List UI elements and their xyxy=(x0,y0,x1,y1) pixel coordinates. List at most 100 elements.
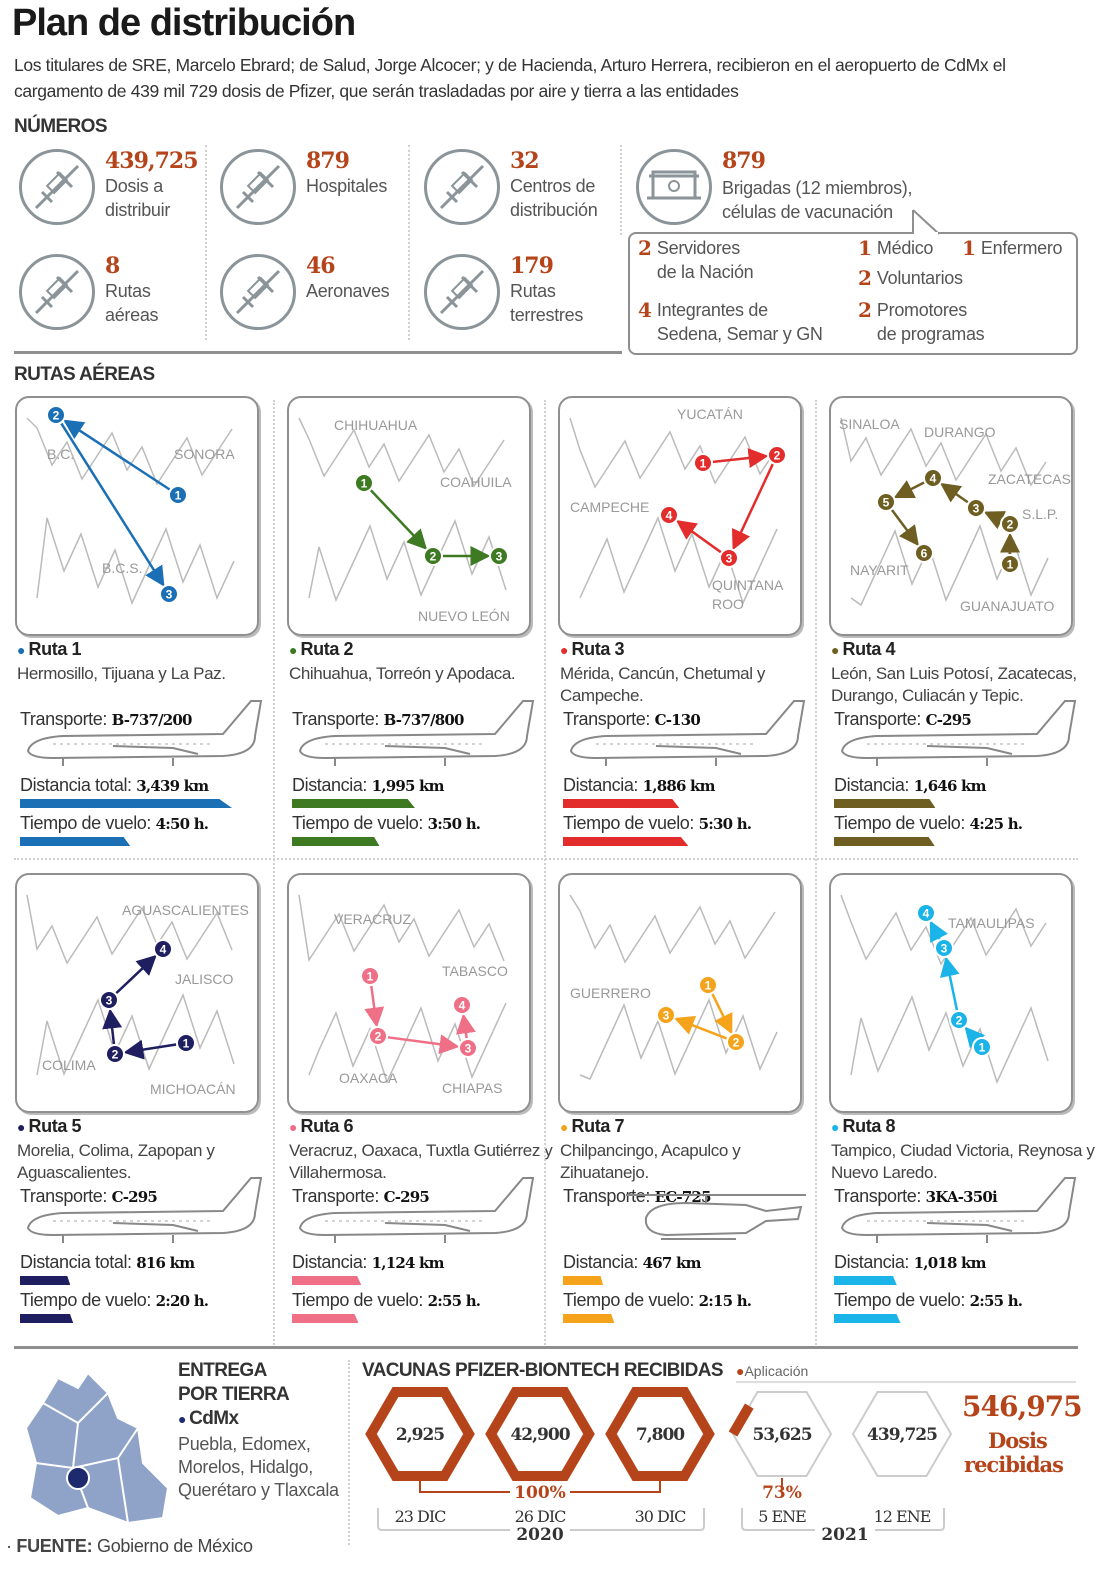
distance-bar xyxy=(292,799,415,808)
number-label: Centros de xyxy=(510,176,596,196)
route-arrow xyxy=(123,1039,177,1060)
stop-number: 2 xyxy=(774,449,781,463)
number-label: Rutas xyxy=(510,281,556,301)
delivery-hexagon: 2,925 23 DIC xyxy=(365,1387,475,1526)
stop-number: 5 xyxy=(883,496,890,510)
route-cities: Veracruz, Oaxaca, Tuxtla Gutiérrez y Vil… xyxy=(289,1141,553,1182)
group-bracket xyxy=(419,1478,661,1493)
route-cities: Morelia, Colima, Zapopan y Aguascaliente… xyxy=(17,1141,215,1182)
route-arrow xyxy=(456,1013,476,1039)
member-label: Integrantes de xyxy=(656,300,768,320)
delivery-date: 26 DIC xyxy=(515,1507,567,1526)
route-stop xyxy=(452,995,472,1015)
flight-time-bar xyxy=(292,837,380,846)
route-stop xyxy=(934,938,954,958)
stop-number: 1 xyxy=(700,457,707,471)
route-cities: Tampico, Ciudad Victoria, Reynosa y Nuev… xyxy=(831,1141,1095,1182)
transport-line: Transporte: B-737/200 xyxy=(20,709,192,729)
route-color-dot: ● xyxy=(289,642,301,658)
route-arrow xyxy=(369,489,428,550)
route-color-dot: ● xyxy=(560,642,572,658)
stop-number: 2 xyxy=(53,409,60,423)
route-stop xyxy=(656,1005,676,1025)
transport-line: Transporte: 3KA-350i xyxy=(834,1186,998,1206)
member-label: Sedena, Semar y GN xyxy=(656,324,823,344)
number-value: 439,725 xyxy=(105,148,199,174)
route-stop xyxy=(767,445,787,465)
route-stop xyxy=(719,548,739,568)
route-name: ● Ruta 8 xyxy=(831,1116,896,1136)
year-2020: 2020 xyxy=(516,1525,563,1545)
distance-bar xyxy=(834,799,936,808)
numbers-heading: NÚMEROS xyxy=(14,116,108,137)
distance-bar xyxy=(563,799,680,808)
flight-time-bar xyxy=(834,837,935,846)
applied-ring xyxy=(485,1387,595,1481)
route-arrow xyxy=(675,519,722,554)
route-stop xyxy=(923,468,943,488)
divider xyxy=(815,400,817,1345)
route-color-dot: ● xyxy=(831,642,843,658)
vaccines-heading: VACUNAS PFIZER-BIONTECH RECIBIDAS xyxy=(362,1360,724,1381)
distance-line: Distancia total: 3,439 km xyxy=(20,775,209,795)
route-stop xyxy=(99,990,119,1010)
vaccine-cooler-icon xyxy=(636,149,712,225)
route-stop xyxy=(176,1033,196,1053)
flight-time-bar xyxy=(834,1314,901,1323)
route-map: GUERRERO 1 2 3 xyxy=(558,873,802,1113)
stop-number: 3 xyxy=(496,550,503,564)
stop-number: 1 xyxy=(979,1041,986,1055)
divider xyxy=(205,145,207,340)
delivery-date: 30 DIC xyxy=(635,1507,687,1526)
region-label: MICHOACÁN xyxy=(150,1081,236,1097)
route-color-dot: ● xyxy=(17,1119,29,1135)
distance-line: Distancia: 1,018 km xyxy=(834,1252,987,1272)
stop-number: 1 xyxy=(705,979,712,993)
route-stop xyxy=(423,546,443,566)
region-label: YUCATÁN xyxy=(677,406,743,422)
flight-time-line: Tiempo de vuelo: 4:25 h. xyxy=(834,813,1023,833)
brigadas-label-2: células de vacunación xyxy=(722,202,893,222)
flight-time-line: Tiempo de vuelo: 4:50 h. xyxy=(20,813,209,833)
applied-pct-5ene: 73% xyxy=(762,1483,802,1503)
route-cities: León, San Luis Potosí, Zacatecas, Durang… xyxy=(831,664,1077,705)
route-arrow xyxy=(673,1015,728,1040)
route-arrow xyxy=(102,1008,123,1045)
route-name: ● Ruta 7 xyxy=(560,1116,625,1136)
distance-bar xyxy=(292,1276,362,1285)
number-value: 32 xyxy=(510,148,540,174)
flight-time-bar xyxy=(563,837,689,846)
member-count: 2 xyxy=(858,266,872,290)
route-arrow xyxy=(387,1034,460,1055)
number-label: aéreas xyxy=(105,305,159,325)
hospital-icon xyxy=(220,149,296,225)
row-divider xyxy=(14,858,1078,860)
route-arrow xyxy=(63,419,171,491)
delivery-hexagon: 53,625 5 ENE xyxy=(727,1387,837,1526)
distance-bar xyxy=(834,1276,897,1285)
route-arrow xyxy=(712,448,769,469)
member-label: Voluntarios xyxy=(876,268,963,288)
route-stop xyxy=(693,453,713,473)
distance-bar xyxy=(563,1276,603,1285)
divider xyxy=(273,400,275,1345)
delivery-hexagon: 7,800 30 DIC xyxy=(605,1387,715,1526)
distance-line: Distancia: 1,646 km xyxy=(834,775,987,795)
airplane-icon xyxy=(569,700,806,766)
member-count: 1 xyxy=(962,236,976,260)
transport-line: Transporte: C-295 xyxy=(20,1186,158,1206)
transport-line: Transporte: C-130 xyxy=(563,709,701,729)
airplane-icon xyxy=(26,1177,263,1243)
route-map: B.C. SONORA B.C.S. 1 2 3 xyxy=(15,396,259,636)
delivery-value: 2,925 xyxy=(396,1425,444,1445)
route-name: ● Ruta 5 xyxy=(17,1116,82,1136)
route-color-dot: ● xyxy=(831,1119,843,1135)
route-stop xyxy=(914,543,934,563)
region-label: CHIAPAS xyxy=(442,1080,502,1096)
land-title-2: POR TIERRA xyxy=(178,1384,290,1405)
number-label: distribución xyxy=(510,200,598,220)
delivery-date: 12 ENE xyxy=(874,1507,931,1526)
region-label: ZACATECAS. xyxy=(988,471,1071,487)
brigadas-value: 879 xyxy=(722,148,766,174)
number-label: Dosis a xyxy=(105,176,163,196)
